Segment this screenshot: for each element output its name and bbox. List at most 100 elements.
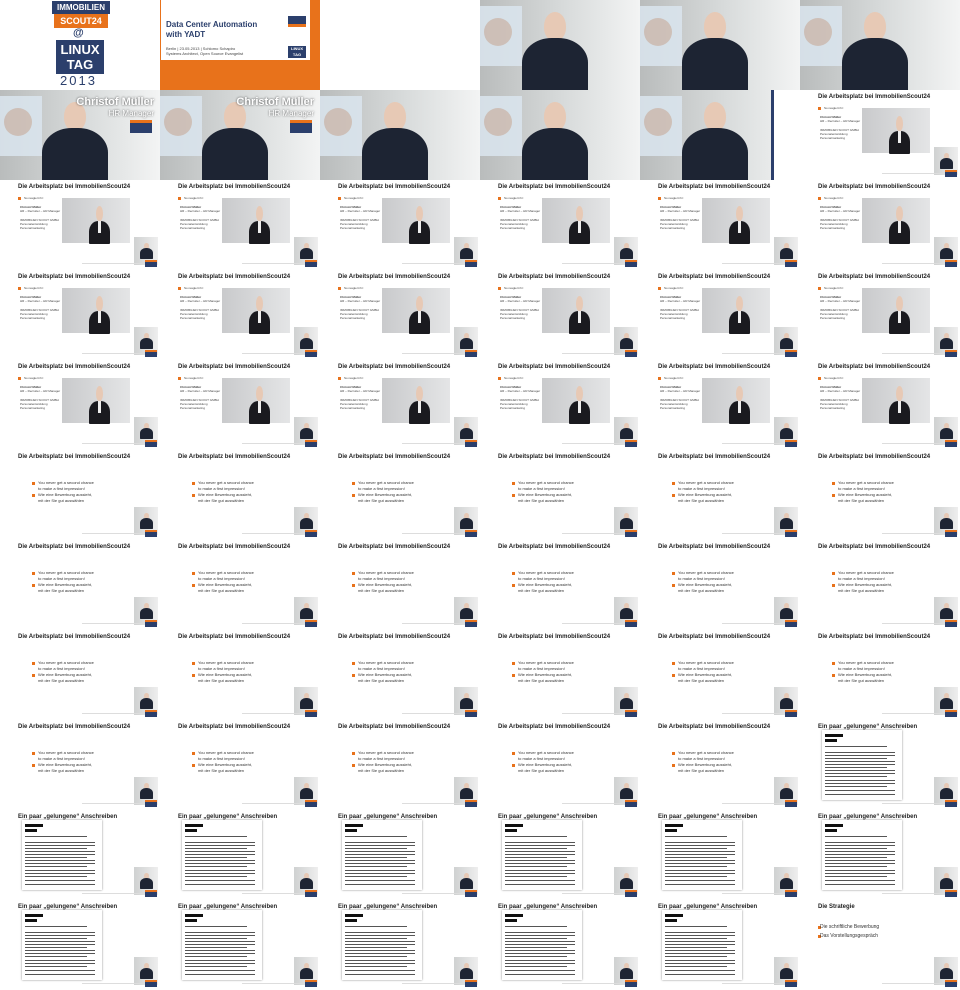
bullet-dot	[352, 752, 355, 755]
speaker-body	[300, 968, 314, 980]
profile-role: HR – Recruiter – HR Manager	[500, 209, 541, 213]
bullet1-line2: to make a first impression!	[198, 576, 245, 581]
lower-third-logo	[130, 120, 152, 133]
letter-text-line	[665, 941, 735, 942]
profile-intro: So reagiert ihr:	[344, 196, 364, 200]
slide-footer-logo	[305, 890, 317, 897]
slide-footer-logo	[145, 800, 157, 807]
slide-footer-line	[242, 623, 302, 627]
slide-footer-line	[402, 353, 462, 357]
letter-text-line	[505, 935, 575, 936]
bullet1-line1: You never get a second chance	[838, 660, 894, 665]
slide-title: Die Arbeitsplatz bei ImmobilienScout24	[818, 184, 931, 190]
letter-text-line	[505, 938, 567, 939]
bullet1-line1: You never get a second chance	[358, 480, 414, 485]
portrait-head	[575, 296, 584, 312]
letter-text-line	[185, 941, 255, 942]
bullet1-line1: You never get a second chance	[678, 750, 734, 755]
speaker-body	[460, 878, 474, 890]
profile-line3: Personalmarketing	[20, 406, 46, 410]
slide-footer-logo	[305, 260, 317, 267]
slide-footer-logo	[945, 980, 957, 987]
speaker-head	[304, 603, 309, 609]
speaker-head	[704, 102, 726, 131]
letter-text-line	[25, 960, 95, 961]
letter-text-line	[345, 963, 415, 964]
profile-name: Christof Müller	[500, 205, 522, 209]
speaker-figure	[940, 963, 954, 980]
grid-cell: Die Arbeitsplatz bei ImmobilienScout24 So…	[320, 180, 480, 270]
speaker-head	[704, 12, 726, 41]
bullet1-line1: You never get a second chance	[358, 750, 414, 755]
slide-footer-logo	[945, 620, 957, 627]
title-line1: Data Center Automation	[166, 20, 258, 29]
letter-text-line	[665, 932, 735, 933]
letter-text-line	[345, 876, 407, 877]
bullet2-line1: Wie eine Bewerbung aussieht,	[518, 762, 573, 767]
letter-text-line	[665, 848, 727, 849]
speaker-head	[224, 102, 246, 131]
slide-title: Ein paar „gelungene“ Anschreiben	[338, 814, 438, 820]
profile-line3: Personalmarketing	[820, 406, 846, 410]
profile-photo	[862, 288, 930, 335]
speaker-figure	[460, 603, 474, 620]
slide-footer-logo	[305, 710, 317, 717]
grid-cell: Ein paar „gelungene“ Anschreiben	[480, 810, 640, 900]
speaker-head	[464, 693, 469, 699]
profile-line2: Personalentwicklung	[660, 312, 688, 316]
speaker-figure	[682, 12, 748, 90]
letter-text-line	[665, 944, 735, 945]
speaker-figure	[140, 963, 154, 980]
letter-text-line	[825, 761, 895, 762]
bullet2-line2: mit der Sie gut auswählen	[358, 768, 405, 773]
bullet-dot	[658, 197, 661, 200]
letter-text-line	[665, 966, 727, 967]
letter-text-line	[185, 860, 255, 861]
speaker-figure	[140, 513, 154, 530]
slide-title: Die Arbeitsplatz bei ImmobilienScout24	[658, 184, 771, 190]
letter-text-line	[345, 860, 415, 861]
bullet-dot	[832, 674, 835, 677]
letter-text-line	[825, 783, 895, 784]
letter-text-line	[345, 938, 407, 939]
profile-line2: Personalentwicklung	[180, 222, 208, 226]
bullet-dot	[352, 482, 355, 485]
redacted-block	[345, 919, 357, 922]
profile-photo	[542, 198, 610, 245]
profile-line3: Personalmarketing	[340, 226, 366, 230]
projection-screen	[160, 96, 202, 156]
profile-photo	[702, 378, 770, 425]
profile-photo	[62, 378, 130, 425]
speaker-figure	[460, 963, 474, 980]
redacted-block	[185, 919, 197, 922]
bullet-dot	[192, 482, 195, 485]
profile-company: IMMOBILIEN SCOUT GMBH	[20, 218, 59, 222]
portrait-figure	[729, 386, 750, 425]
profile-name: Christof Müller	[820, 295, 842, 299]
letter-text-line	[185, 854, 255, 855]
bullet2-line2: mit der Sie gut auswählen	[838, 498, 885, 503]
slide-footer-logo	[625, 350, 637, 357]
letter-text-line	[185, 873, 255, 874]
bullet-dot	[178, 377, 181, 380]
speaker-figure	[940, 423, 954, 440]
speaker-body	[140, 788, 154, 800]
bullet2-line1: Wie eine Bewerbung aussieht,	[38, 672, 93, 677]
portrait-head	[415, 386, 424, 402]
speaker-figure	[780, 963, 794, 980]
event-line1: LINUX	[60, 42, 100, 57]
speaker-body	[780, 518, 794, 530]
slide-footer-line	[722, 893, 782, 897]
slide-footer-line	[242, 713, 302, 717]
letter-text-line	[825, 794, 895, 795]
letter-text-line	[665, 947, 727, 948]
slide-footer-logo	[945, 170, 957, 177]
profile-intro: So reagiert ihr:	[344, 376, 364, 380]
letter-text-line	[185, 956, 247, 957]
slide-footer-logo	[945, 350, 957, 357]
bullet2-line2: mit der Sie gut auswählen	[678, 498, 725, 503]
bullet2-line2: mit der Sie gut auswählen	[358, 678, 405, 683]
strategie-item2: Das Vorstellungsgespräch	[820, 933, 879, 939]
slide-title: Ein paar „gelungene“ Anschreiben	[338, 904, 438, 910]
letter-text-line	[185, 950, 255, 951]
